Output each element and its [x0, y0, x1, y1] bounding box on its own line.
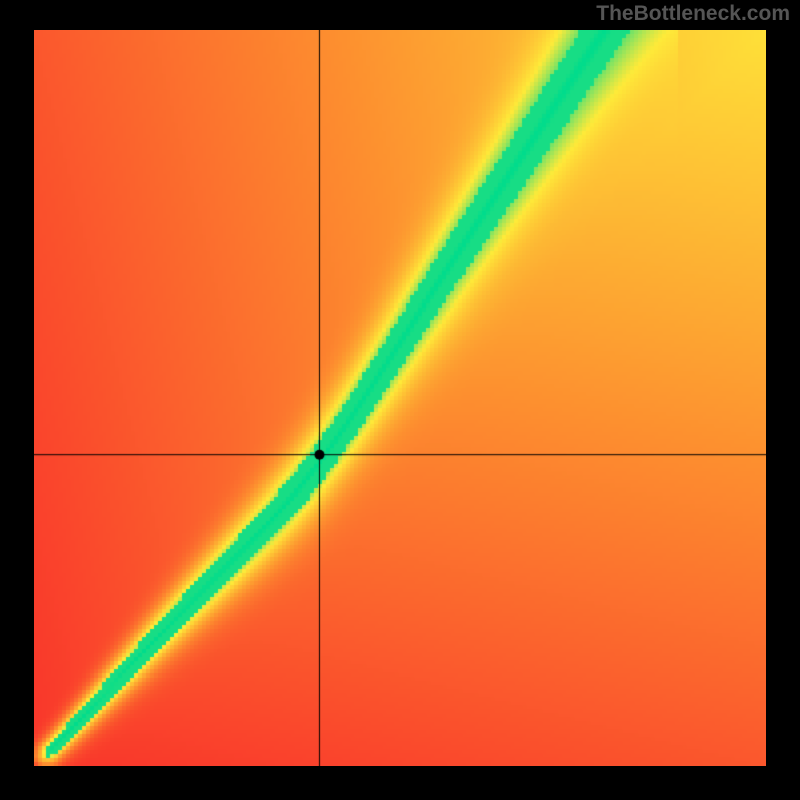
- heatmap-canvas: [34, 30, 766, 766]
- chart-container: TheBottleneck.com: [0, 0, 800, 800]
- watermark-text: TheBottleneck.com: [596, 2, 790, 26]
- heatmap-plot: [34, 30, 766, 766]
